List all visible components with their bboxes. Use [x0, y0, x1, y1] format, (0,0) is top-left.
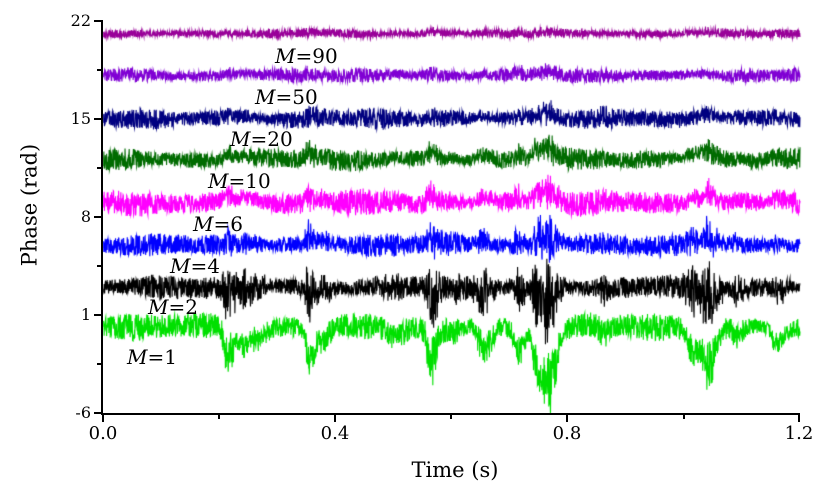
series-label-value: =90 — [295, 44, 338, 68]
x-minor-tick — [450, 415, 452, 419]
series-label-m6: M=6 — [193, 214, 243, 234]
series-label-value: =20 — [250, 127, 293, 151]
y-major-tick — [94, 20, 101, 22]
x-minor-tick — [683, 415, 685, 419]
x-axis-title: Time (s) — [411, 458, 499, 482]
x-major-tick — [334, 415, 336, 422]
series-label-value: =50 — [275, 85, 318, 109]
series-label-m50: M=50 — [255, 87, 318, 107]
y-axis-line — [101, 20, 103, 415]
x-tick-label: 0.0 — [88, 423, 118, 444]
y-minor-tick — [97, 363, 101, 365]
x-tick-label: 1.2 — [784, 423, 814, 444]
y-minor-tick — [97, 265, 101, 267]
series-label-value: =10 — [228, 169, 271, 193]
y-tick-label: 8 — [80, 207, 91, 226]
series-label-m90: M=90 — [275, 46, 338, 66]
series-label-m20: M=20 — [230, 129, 293, 149]
series-label-value: =6 — [213, 212, 243, 236]
y-tick-label: 15 — [70, 109, 91, 128]
y-major-tick — [94, 216, 101, 218]
y-minor-tick — [97, 69, 101, 71]
series-label-m2: M=2 — [148, 297, 198, 317]
series-label-value: =4 — [190, 254, 220, 278]
x-major-tick — [798, 415, 800, 422]
y-major-tick — [94, 118, 101, 120]
x-tick-label: 0.4 — [320, 423, 350, 444]
series-label-variable: M — [275, 44, 296, 68]
x-major-tick — [566, 415, 568, 422]
series-label-m4: M=4 — [170, 256, 220, 276]
x-tick-label: 0.8 — [552, 423, 582, 444]
series-label-variable: M — [255, 85, 276, 109]
series-label-variable: M — [170, 254, 191, 278]
x-major-tick — [102, 415, 104, 422]
x-axis-line — [101, 413, 800, 415]
x-minor-tick — [218, 415, 220, 419]
series-label-value: =2 — [168, 295, 198, 319]
series-label-value: =1 — [147, 345, 177, 369]
series-label-variable: M — [193, 212, 214, 236]
series-label-m10: M=10 — [208, 171, 271, 191]
y-major-tick — [94, 412, 101, 414]
y-minor-tick — [97, 167, 101, 169]
y-tick-label: -6 — [75, 403, 91, 422]
series-label-variable: M — [230, 127, 251, 151]
y-tick-label: 1 — [80, 305, 91, 324]
y-tick-label: 22 — [70, 11, 91, 30]
y-axis-title: Phase (rad) — [17, 143, 42, 267]
series-label-variable: M — [127, 345, 148, 369]
series-label-variable: M — [148, 295, 169, 319]
series-label-variable: M — [208, 169, 229, 193]
y-major-tick — [94, 314, 101, 316]
series-label-m1: M=1 — [127, 347, 177, 367]
